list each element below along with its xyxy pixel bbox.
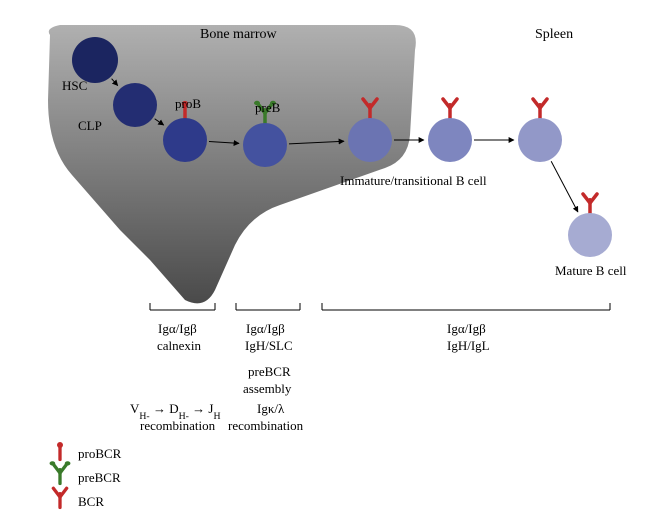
legend-label: proBCR <box>78 446 122 461</box>
label-spleen: Spleen <box>535 27 573 42</box>
preBCR-tip-icon <box>65 461 71 465</box>
cell-circle <box>113 83 157 127</box>
legend-item-proBCR: proBCR <box>57 442 122 461</box>
label-clp: CLP <box>78 118 102 133</box>
legend-item-BCR: BCR <box>53 488 104 509</box>
cell-clp <box>113 83 157 127</box>
bracket-1 <box>236 303 300 310</box>
cell-imm2 <box>428 99 472 162</box>
recomb-label: recombination <box>140 418 216 433</box>
label-hsc: HSC <box>62 78 87 93</box>
bracket-label: assembly <box>243 381 292 396</box>
legend-label: preBCR <box>78 470 121 485</box>
cell-circle <box>72 37 118 83</box>
bracket-label: IgH/SLC <box>245 338 293 353</box>
bracket-label: IgH/IgL <box>447 338 490 353</box>
cell-circle <box>568 213 612 257</box>
preBCR-tip-icon <box>50 461 56 465</box>
legend-label: BCR <box>78 494 104 509</box>
label-proB: proB <box>175 96 201 111</box>
cell-mature <box>568 194 612 257</box>
bracket-0 <box>150 303 215 310</box>
bracket-2 <box>322 303 610 310</box>
bracket-label: Igα/Igβ <box>447 321 486 336</box>
legend-item-preBCR: preBCR <box>50 461 121 485</box>
label-bone_marrow: Bone marrow <box>200 27 277 42</box>
cell-trans <box>518 99 562 162</box>
cell-circle <box>518 118 562 162</box>
label-preB: preB <box>255 100 281 115</box>
cell-circle <box>348 118 392 162</box>
cell-circle <box>163 118 207 162</box>
arrow <box>551 161 578 212</box>
proBCR-top-icon <box>57 442 63 448</box>
diagram-canvas: Bone marrow Spleen HSC CLP proB preB Immature/… <box>0 0 660 517</box>
cell-hsc <box>72 37 118 83</box>
bracket-label: Igα/Igβ <box>158 321 197 336</box>
label-mature: Mature B cell <box>555 263 627 278</box>
cell-circle <box>243 123 287 167</box>
recomb-label: Igκ/λ <box>257 401 285 416</box>
bracket-label: calnexin <box>157 338 202 353</box>
recomb-label: recombination <box>228 418 304 433</box>
label-imm: Immature/transitional B cell <box>340 173 487 188</box>
bracket-label: Igα/Igβ <box>246 321 285 336</box>
bracket-label: preBCR <box>248 364 291 379</box>
cell-circle <box>428 118 472 162</box>
